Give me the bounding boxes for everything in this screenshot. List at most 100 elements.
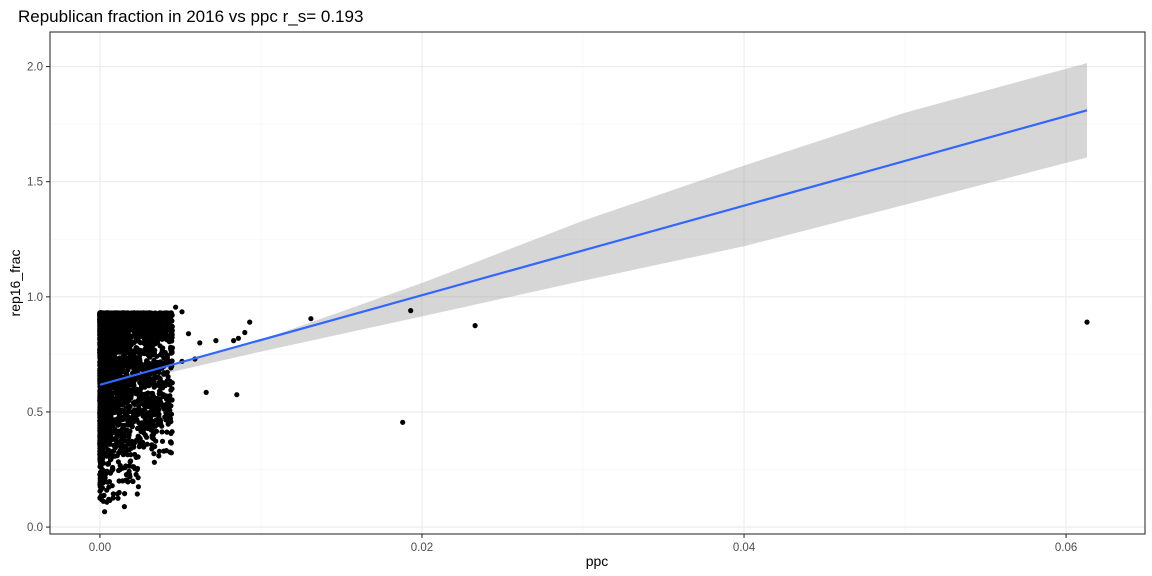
data-point [1084,319,1090,325]
data-point [100,396,107,403]
data-point [140,439,146,445]
data-point [148,390,154,397]
data-point [97,453,103,459]
data-point [148,314,154,320]
data-point [408,308,414,314]
data-point [157,324,163,330]
data-point [169,358,175,364]
data-point [149,433,155,439]
data-point [105,327,112,333]
data-point [400,419,406,425]
panel-border [49,31,1146,535]
data-point [108,456,114,462]
data-point [97,481,103,487]
data-point [124,477,130,483]
data-point [112,405,118,411]
data-point [137,333,143,339]
data-point [128,458,134,464]
data-point [197,340,203,346]
data-point [118,417,124,423]
data-point [102,509,108,515]
data-point [168,430,174,436]
data-point [162,407,168,413]
data-point [164,317,170,323]
data-point [165,333,172,339]
data-point [110,491,116,497]
data-point [102,450,108,456]
data-point [151,459,157,465]
data-point [104,375,110,381]
data-point [112,399,118,405]
minor-gridlines [50,32,1145,534]
data-point [150,332,156,338]
data-point [131,412,137,418]
data-point [103,410,109,416]
data-point [123,383,129,389]
data-point [136,350,142,356]
data-point [162,414,168,420]
data-point [122,491,128,497]
data-point [154,339,161,345]
data-point [133,471,139,478]
confidence-ribbon [99,63,1087,390]
data-point [130,400,137,406]
data-point [235,335,241,341]
data-point [108,395,114,402]
data-point [124,320,130,326]
data-point [106,484,112,490]
data-point [127,474,133,480]
y-axis: 0.0 0.5 1.0 1.5 2.0 [27,62,50,534]
data-point [103,426,110,433]
data-point [98,496,105,503]
data-point [167,412,173,418]
points-layer [97,304,1090,515]
data-point [151,451,157,457]
data-point [101,369,107,375]
data-point [105,389,111,395]
data-point [118,446,124,452]
data-point [125,422,131,428]
data-point [125,365,131,371]
data-point [98,347,104,353]
data-point [121,338,127,344]
data-point [156,316,162,322]
data-point [118,364,124,370]
data-point [142,336,148,342]
data-point [151,412,158,418]
data-point [138,410,144,416]
data-point [109,391,115,397]
data-point [154,405,160,411]
data-point [166,339,172,345]
data-point [97,428,103,434]
data-point [121,432,127,438]
data-point [137,380,143,386]
data-point [127,327,133,333]
data-point [113,385,119,391]
data-point [130,348,136,354]
y-tick-label: 2.0 [27,62,43,74]
x-tick-label: 0.00 [89,542,111,554]
data-point [308,316,314,322]
data-point [116,325,122,332]
data-point [103,363,109,369]
data-point [160,385,166,391]
data-point [115,370,122,376]
data-point [123,342,130,348]
data-point [213,338,219,344]
data-point [139,363,145,369]
data-point [105,331,111,338]
data-point [131,407,138,413]
data-point [106,418,112,424]
y-tick-label: 1.5 [27,177,43,189]
data-point [135,425,141,432]
data-point [165,374,171,380]
data-point [148,319,154,325]
data-point [118,321,124,327]
data-point [126,468,132,474]
data-point [120,329,127,335]
data-point [120,465,126,471]
x-tick-label: 0.02 [411,542,433,554]
y-axis-title: rep16_frac [7,250,23,317]
data-point [111,443,117,449]
data-point [136,444,142,450]
